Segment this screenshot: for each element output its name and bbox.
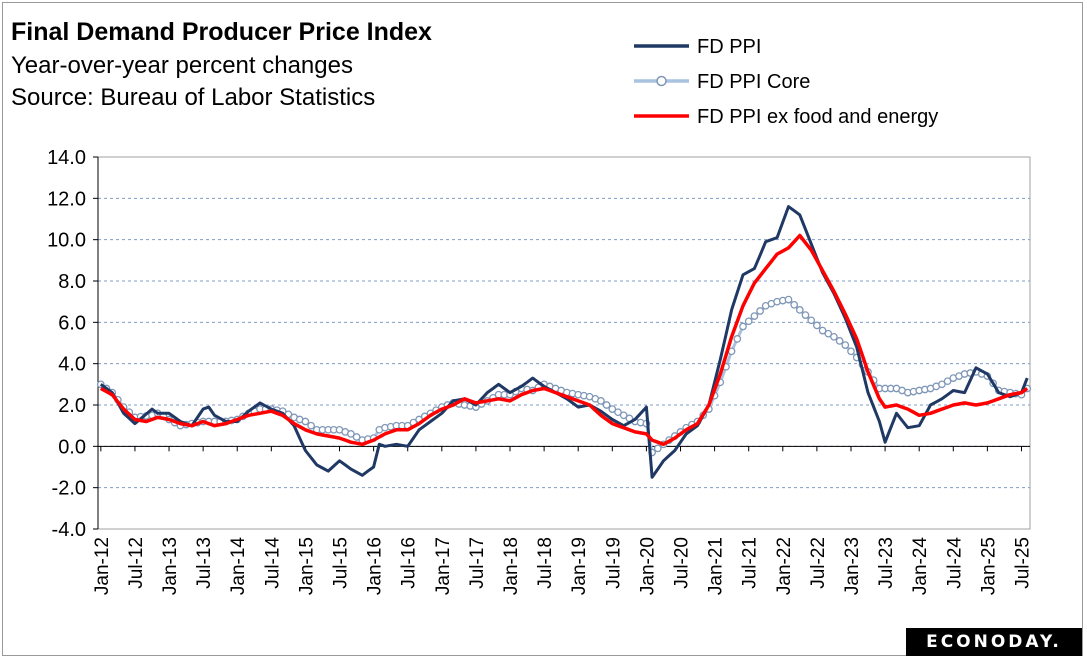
x-tick-label: Jul-15 bbox=[331, 537, 352, 589]
y-tick-label: 14.0 bbox=[47, 147, 86, 169]
x-tick-label: Jan-15 bbox=[296, 537, 317, 595]
x-tick-label: Jul-13 bbox=[194, 537, 215, 589]
x-tick-label: Jul-20 bbox=[672, 537, 693, 589]
chart-title: Final Demand Producer Price Index bbox=[11, 18, 432, 46]
data-point-fd-ppi-core bbox=[744, 317, 753, 326]
x-tick-label: Jan-21 bbox=[706, 537, 727, 595]
x-tick-label: Jan-12 bbox=[92, 537, 113, 595]
y-tick-label: 4.0 bbox=[58, 354, 86, 376]
x-tick-label: Jul-12 bbox=[126, 537, 147, 589]
x-tick-label: Jul-25 bbox=[1012, 537, 1033, 589]
econoday-logo: ECONODAY. bbox=[906, 628, 1082, 656]
x-tick-label: Jan-19 bbox=[569, 537, 590, 595]
x-tick-label: Jul-19 bbox=[603, 537, 624, 589]
legend-fd-ppi-label: FD PPI bbox=[697, 36, 761, 58]
legend-fd-ppi-core-marker bbox=[656, 75, 667, 87]
x-tick-label: Jul-14 bbox=[262, 537, 283, 589]
x-tick-label: Jul-22 bbox=[808, 537, 829, 589]
data-point-fd-ppi-core bbox=[818, 326, 827, 335]
data-point-fd-ppi-core bbox=[756, 307, 764, 315]
x-tick-label: Jan-18 bbox=[501, 537, 522, 595]
x-tick-label: Jan-24 bbox=[910, 537, 931, 596]
data-point-fd-ppi-core bbox=[733, 335, 742, 343]
y-tick-label: 0.0 bbox=[58, 436, 86, 458]
x-tick-label: Jan-23 bbox=[842, 537, 863, 595]
data-point-fd-ppi-core bbox=[352, 433, 361, 441]
data-point-fd-ppi-core bbox=[801, 311, 810, 319]
data-point-fd-ppi-core bbox=[813, 321, 821, 330]
y-tick-label: 8.0 bbox=[58, 271, 86, 293]
data-point-fd-ppi-core bbox=[795, 306, 804, 314]
data-point-fd-ppi-core bbox=[750, 312, 759, 320]
x-tick-label: Jul-17 bbox=[467, 537, 488, 589]
data-point-fd-ppi-core bbox=[841, 341, 850, 349]
x-tick-label: Jan-25 bbox=[978, 537, 999, 595]
x-tick-label: Jan-16 bbox=[365, 537, 386, 595]
data-point-fd-ppi-core bbox=[835, 337, 844, 345]
legend-fd-ppi-core-label: FD PPI Core bbox=[697, 71, 810, 93]
x-tick-label: Jul-21 bbox=[740, 537, 761, 589]
data-point-fd-ppi-core bbox=[608, 405, 617, 413]
x-tick-label: Jul-24 bbox=[944, 537, 965, 589]
chart-subtitle: Year-over-year percent changes bbox=[11, 52, 353, 79]
data-point-fd-ppi-core bbox=[301, 417, 310, 426]
data-point-fd-ppi-core bbox=[830, 332, 838, 341]
data-point-fd-ppi-core bbox=[790, 300, 799, 309]
y-tick-label: 6.0 bbox=[58, 312, 86, 334]
data-point-fd-ppi-core bbox=[784, 295, 793, 304]
data-point-fd-ppi-core bbox=[614, 408, 622, 417]
y-tick-label: 10.0 bbox=[47, 230, 86, 252]
x-tick-label: Jan-17 bbox=[433, 537, 454, 595]
data-point-fd-ppi-core bbox=[943, 377, 952, 386]
series-line-fd-ppi-ex-food-energy bbox=[99, 233, 1029, 447]
x-tick-label: Jul-16 bbox=[399, 537, 420, 589]
x-tick-label: Jan-14 bbox=[228, 537, 249, 596]
x-tick-label: Jan-20 bbox=[637, 537, 658, 595]
data-point-fd-ppi-core bbox=[938, 380, 946, 389]
x-tick-label: Jul-18 bbox=[535, 537, 556, 589]
chart-source: Source: Bureau of Labor Statistics bbox=[11, 84, 376, 111]
y-tick-label: 12.0 bbox=[47, 188, 86, 210]
data-point-fd-ppi-core bbox=[824, 329, 833, 338]
plot-area bbox=[97, 156, 1031, 530]
data-point-fd-ppi-core bbox=[602, 401, 611, 409]
data-point-fd-ppi-core bbox=[619, 411, 628, 420]
data-point-fd-ppi-core bbox=[847, 347, 855, 356]
data-point-fd-ppi-core bbox=[807, 316, 816, 325]
data-point-fd-ppi-core bbox=[597, 397, 605, 405]
y-tick-label: 2.0 bbox=[58, 395, 86, 417]
data-point-fd-ppi-core bbox=[653, 444, 662, 453]
x-tick-label: Jul-23 bbox=[876, 537, 897, 589]
y-tick-label: -4.0 bbox=[52, 519, 86, 541]
x-tick-label: Jan-13 bbox=[160, 537, 181, 595]
legend-fd-ppi-ex-food-energy-label: FD PPI ex food and energy bbox=[697, 106, 938, 128]
x-tick-label: Jan-22 bbox=[774, 537, 795, 595]
y-tick-label: -2.0 bbox=[52, 478, 86, 500]
data-point-fd-ppi-core bbox=[347, 430, 355, 438]
data-point-fd-ppi-core bbox=[739, 322, 747, 331]
data-point-fd-ppi-core bbox=[307, 421, 315, 430]
